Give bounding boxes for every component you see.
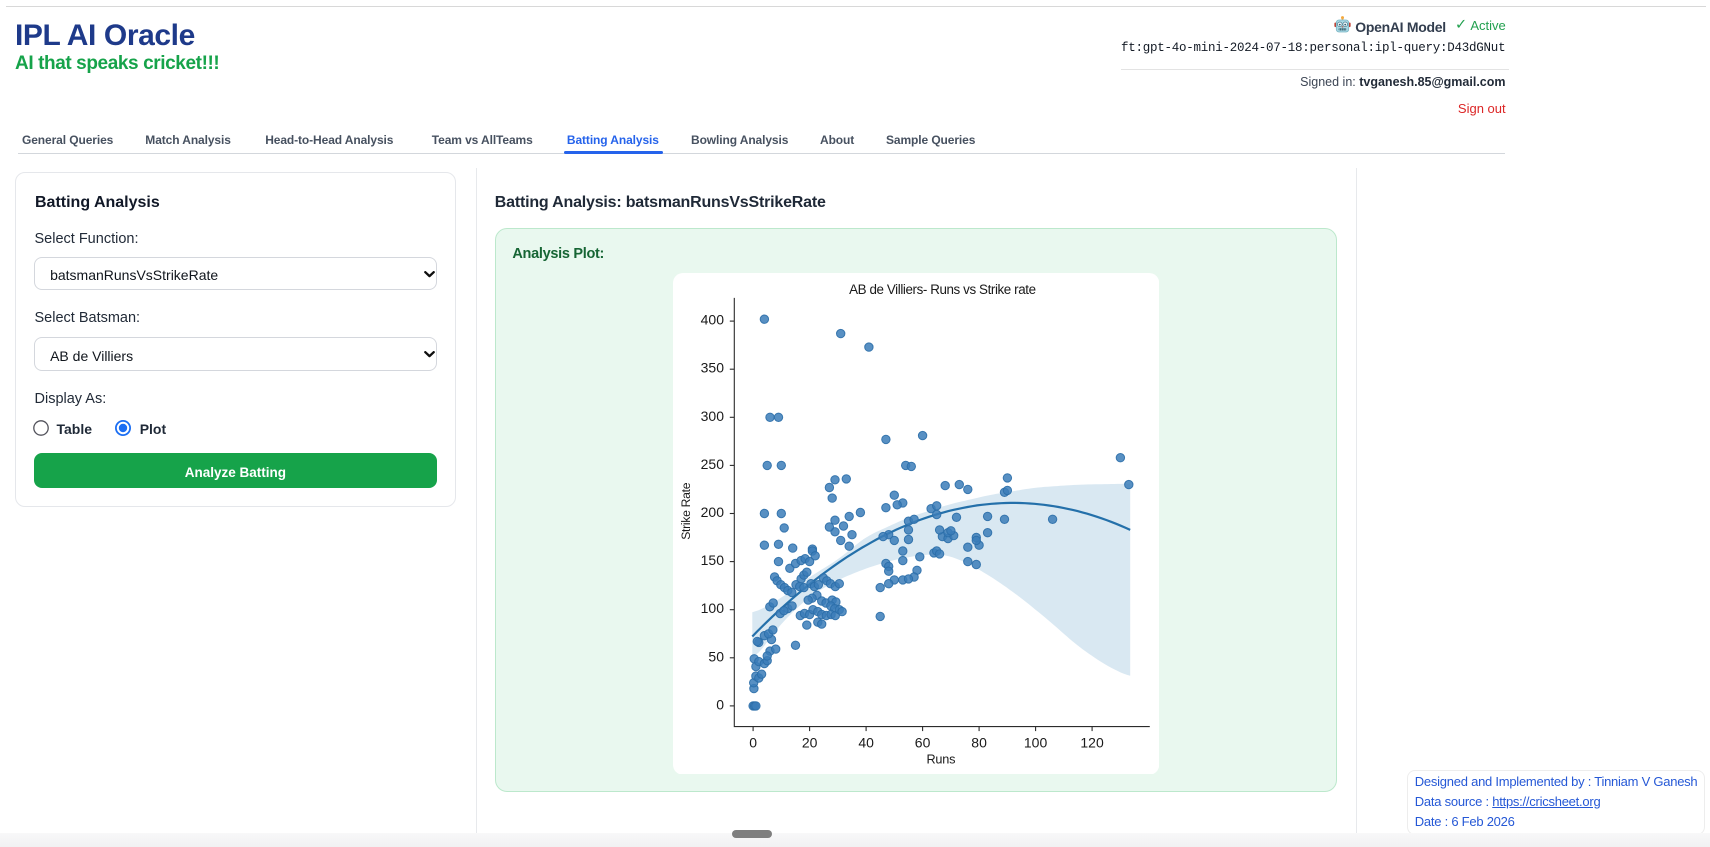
svg-text:50: 50 (708, 648, 724, 664)
svg-text:300: 300 (700, 407, 724, 423)
svg-text:0: 0 (716, 696, 724, 712)
svg-text:Strike Rate: Strike Rate (678, 482, 692, 540)
svg-text:0: 0 (749, 734, 757, 750)
svg-text:80: 80 (971, 734, 987, 750)
svg-text:250: 250 (700, 455, 724, 471)
svg-text:40: 40 (858, 734, 874, 750)
svg-text:Runs: Runs (926, 752, 955, 766)
svg-text:150: 150 (700, 552, 724, 568)
svg-text:20: 20 (801, 734, 817, 750)
svg-text:350: 350 (700, 359, 724, 375)
svg-text:AB de Villiers- Runs vs Strike: AB de Villiers- Runs vs Strike rate (849, 282, 1035, 297)
svg-text:120: 120 (1080, 734, 1104, 750)
svg-text:100: 100 (700, 600, 724, 616)
svg-text:100: 100 (1023, 734, 1047, 750)
svg-text:400: 400 (700, 311, 724, 327)
svg-text:60: 60 (914, 734, 930, 750)
svg-text:200: 200 (700, 504, 724, 520)
